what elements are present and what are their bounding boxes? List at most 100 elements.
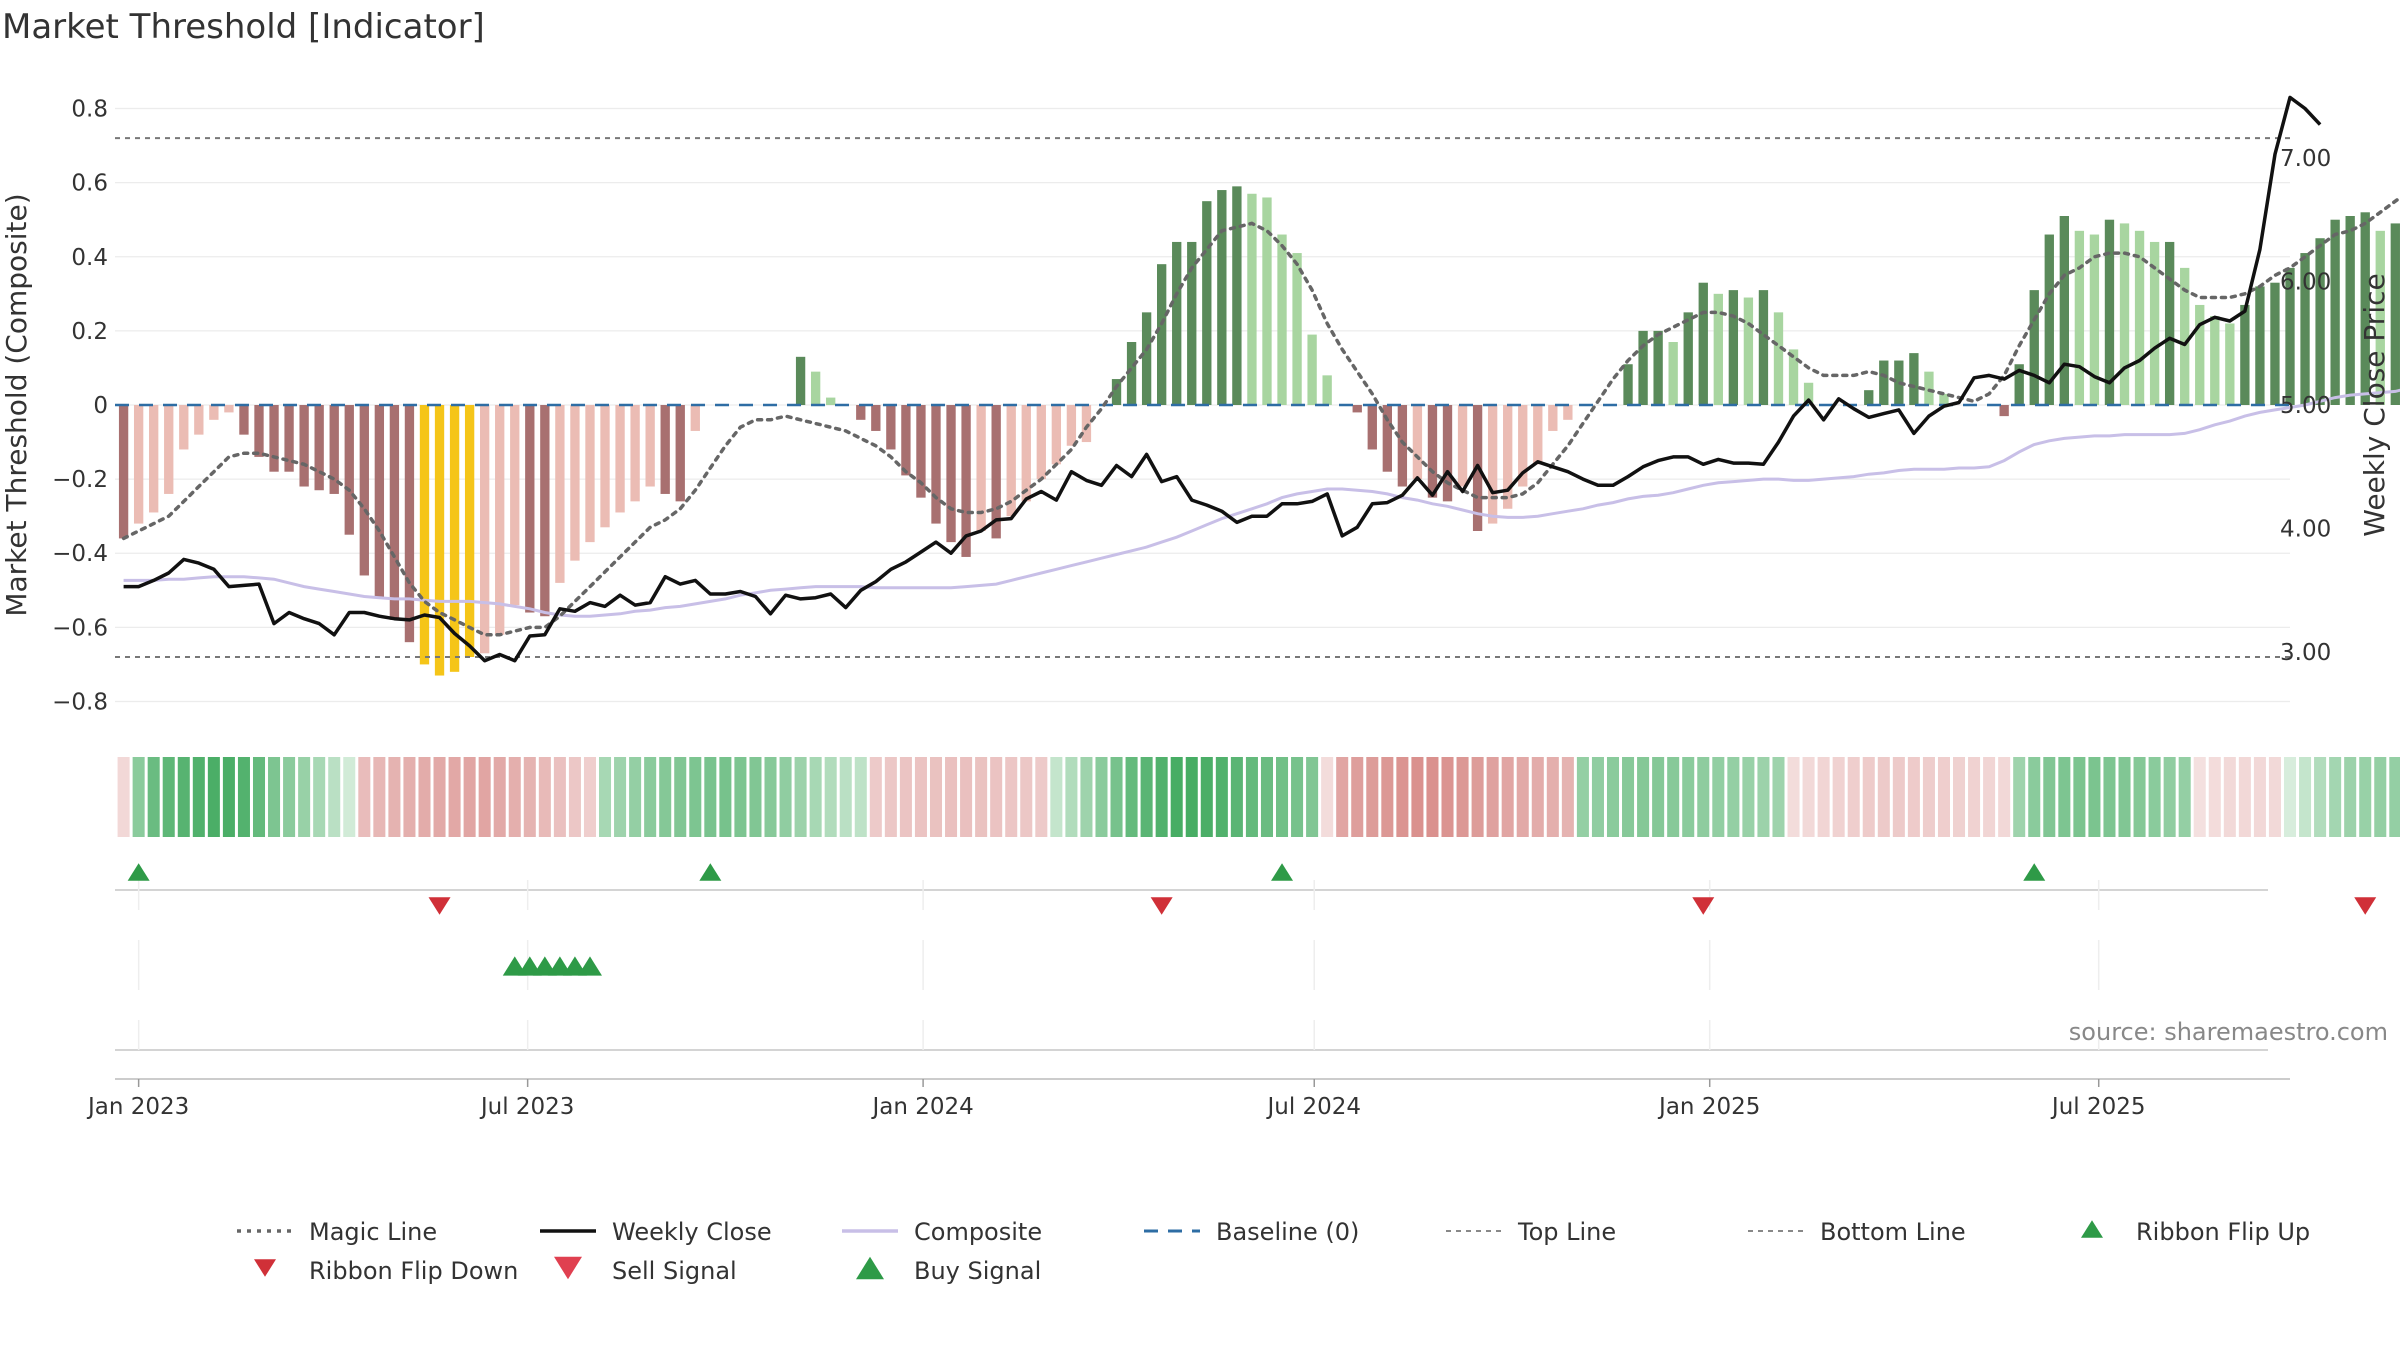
ribbon-cell	[719, 757, 732, 837]
ribbon-cell	[779, 757, 792, 837]
threshold-bar	[269, 405, 279, 472]
threshold-bar	[1202, 201, 1212, 405]
ribbon-cell	[403, 757, 416, 837]
ribbon-cell	[1140, 757, 1153, 837]
threshold-bar	[1728, 290, 1739, 405]
threshold-bar	[1668, 342, 1678, 405]
threshold-bar	[585, 405, 595, 543]
threshold-bar	[630, 405, 640, 502]
ribbon-cell	[1366, 757, 1379, 837]
signal-rows	[115, 863, 2377, 1051]
ribbon-cell	[899, 757, 912, 837]
ribbon-cell	[1757, 757, 1770, 837]
ribbon-cell	[1110, 757, 1123, 837]
composite-line	[123, 388, 2400, 618]
threshold-bar	[164, 405, 174, 494]
threshold-bar	[1548, 405, 1558, 431]
ribbon-cell	[1682, 757, 1695, 837]
threshold-bar	[1457, 405, 1468, 487]
threshold-bar	[976, 405, 986, 531]
ribbon-cell	[2178, 757, 2191, 837]
y2-tick-label: 7.00	[2280, 146, 2331, 172]
ribbon-cell	[222, 757, 235, 837]
y-tick-label: 0	[93, 393, 108, 419]
legend-entry: Magic Line	[237, 1218, 437, 1246]
ribbon-cell	[1892, 757, 1905, 837]
ribbon-cell	[1306, 757, 1319, 837]
threshold-bar	[2195, 304, 2205, 405]
threshold-bar	[1939, 393, 1949, 405]
threshold-bar	[645, 405, 655, 487]
ribbon-cell	[2389, 757, 2400, 837]
threshold-bars	[118, 186, 2400, 676]
buy-signal-marker	[547, 956, 572, 976]
weekly-close-line	[123, 95, 2322, 663]
threshold-bar	[1232, 186, 1242, 405]
ribbon-cell	[1411, 757, 1424, 837]
ribbon-cell	[2163, 757, 2176, 837]
y-tick-label: −0.2	[52, 467, 108, 493]
threshold-bar	[510, 405, 520, 606]
axes: 0.8 0.6 0.4 0.2 0 −0.2 −0.4 −0.6 −0.8 7.00 6.00 5.0…	[52, 97, 2331, 1120]
ribbon-cell	[1095, 757, 1108, 837]
ribbon-cell	[674, 757, 687, 837]
threshold-bar	[2240, 304, 2250, 405]
ribbon-cell	[839, 757, 852, 837]
ribbon-cell	[2329, 757, 2342, 837]
threshold-bar	[2210, 316, 2220, 405]
threshold-bar	[1277, 234, 1287, 405]
threshold-bar	[209, 405, 219, 420]
ribbon-flip-down-marker	[1692, 897, 1715, 915]
ribbon-cell	[1005, 757, 1018, 837]
ribbon-cell	[704, 757, 717, 837]
ribbon-cell	[1336, 757, 1349, 837]
legend-entry: Baseline (0)	[1144, 1218, 1359, 1246]
chart-title: Market Threshold [Indicator]	[2, 7, 485, 47]
ribbon-cell	[553, 757, 566, 837]
threshold-bar	[1683, 312, 1693, 405]
ribbon-cell	[2043, 757, 2056, 837]
ribbon-cell	[2028, 757, 2041, 837]
ribbon-cell	[2238, 757, 2251, 837]
legend-entry: Sell Signal	[554, 1256, 737, 1285]
threshold-bar	[1773, 312, 1784, 405]
threshold-bar	[856, 405, 866, 420]
legend-label: Magic Line	[309, 1218, 437, 1246]
ribbon-cell	[734, 757, 747, 837]
threshold-bar	[1803, 382, 1814, 405]
threshold-bar	[2225, 323, 2235, 405]
threshold-bar	[464, 405, 475, 657]
threshold-bar	[795, 356, 806, 405]
threshold-bar	[2104, 219, 2115, 405]
y-tick-label: 0.8	[71, 97, 108, 123]
ribbon-cell	[1501, 757, 1514, 837]
x-tick-label: Jan 2025	[1657, 1094, 1760, 1120]
ribbon-cell	[2118, 757, 2131, 837]
threshold-bar	[871, 405, 881, 431]
threshold-bar	[299, 405, 309, 487]
ribbon-cell	[1381, 757, 1394, 837]
legend-label: Composite	[914, 1218, 1042, 1246]
ribbon-cell	[1215, 757, 1228, 837]
threshold-bar	[1217, 190, 1227, 405]
threshold-bar	[254, 405, 264, 457]
threshold-bar	[1503, 405, 1513, 509]
threshold-bar	[615, 405, 625, 513]
ribbon-cell	[1983, 757, 1996, 837]
threshold-bar	[1307, 334, 1317, 405]
threshold-bar	[344, 405, 354, 535]
ribbon-cell	[1185, 757, 1198, 837]
ribbon-cell	[2208, 757, 2221, 837]
ribbon-cell	[1245, 757, 1258, 837]
y2-tick-label: 4.00	[2280, 517, 2331, 543]
legend-entry: Ribbon Flip Down	[254, 1257, 518, 1285]
ribbon-cell	[2013, 757, 2026, 837]
ribbon-cell	[869, 757, 882, 837]
threshold-bar	[419, 405, 430, 665]
ribbon-cell	[192, 757, 205, 837]
ribbon-cell	[2058, 757, 2071, 837]
threshold-bar	[555, 405, 565, 583]
threshold-bar	[1036, 405, 1046, 480]
threshold-bar	[239, 405, 249, 435]
y-tick-label: 0.2	[71, 319, 108, 345]
